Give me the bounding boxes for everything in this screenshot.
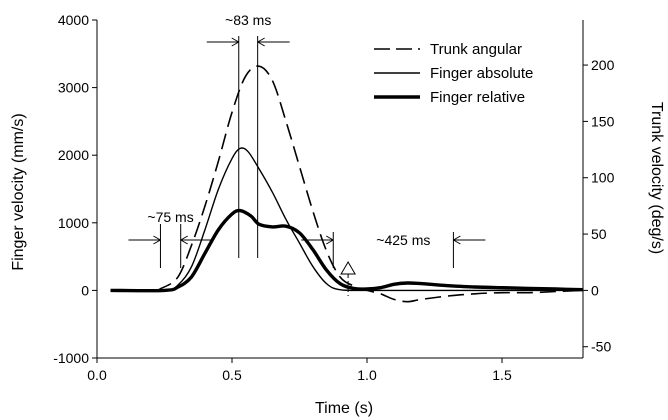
annotation-arrowhead — [257, 37, 265, 47]
y2-tick-label: 50 — [591, 226, 607, 242]
legend-label-finger-absolute: Finger absolute — [430, 65, 533, 82]
x-axis-title: Time (s) — [315, 400, 373, 417]
x-tick-label: 0.5 — [222, 367, 242, 383]
annotation-arrowhead — [231, 37, 239, 47]
annotation-label: ~83 ms — [225, 12, 271, 28]
series-line-finger-absolute — [110, 147, 583, 292]
y2-tick-label: 200 — [591, 57, 615, 73]
y2-axis-title: Trunk velocity (deg/s) — [648, 102, 665, 254]
series-line-finger-relative — [110, 208, 584, 293]
annotation-arrowhead — [326, 235, 334, 245]
x-tick-label: 0.0 — [87, 367, 107, 383]
series-line-trunk-angular — [110, 65, 584, 303]
annotation-arrowhead — [153, 235, 161, 245]
y2-tick-label: 0 — [591, 282, 599, 298]
legend-label-finger-relative: Finger relative — [430, 89, 525, 106]
y-tick-label: 4000 — [58, 12, 89, 28]
x-tick-label: 1.5 — [492, 367, 512, 383]
series — [110, 65, 584, 303]
legend-label-trunk-angular: Trunk angular — [430, 41, 522, 58]
y-tick-label: 2000 — [58, 147, 89, 163]
annotation-arrowhead — [453, 235, 461, 245]
y-axis-title: Finger velocity (mm/s) — [10, 113, 27, 270]
y2-tick-label: 150 — [591, 113, 615, 129]
ticks: -1000 0 1000 2000 3000 4000 -50 0 50 100 150 200 0.0… — [53, 12, 614, 383]
y-tick-label: -1000 — [53, 350, 89, 366]
y2-tick-label: -50 — [591, 339, 611, 355]
y2-tick-label: 100 — [591, 170, 615, 186]
marker-arrow-icon — [340, 261, 356, 275]
y-tick-label: 1000 — [58, 215, 89, 231]
y-tick-label: 3000 — [58, 80, 89, 96]
annotation-label: ~75 ms — [147, 209, 193, 225]
annotation-label: ~425 ms — [376, 232, 430, 248]
legend: Trunk angular Finger absolute Finger rel… — [374, 41, 533, 106]
y-tick-label: 0 — [81, 282, 89, 298]
x-tick-label: 1.0 — [357, 367, 377, 383]
annotation-arrowhead — [180, 235, 188, 245]
